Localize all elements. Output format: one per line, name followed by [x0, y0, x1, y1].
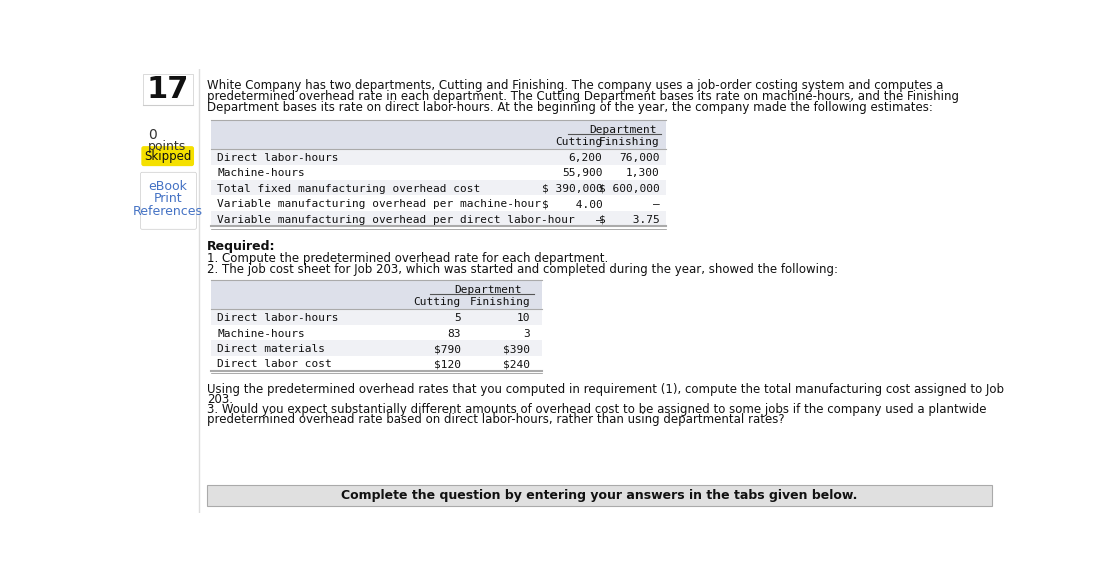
Text: White Company has two departments, Cutting and Finishing. The company uses a job: White Company has two departments, Cutti… — [207, 79, 944, 92]
Text: $240: $240 — [504, 359, 530, 369]
FancyBboxPatch shape — [211, 195, 666, 211]
Text: $ 600,000: $ 600,000 — [599, 184, 659, 194]
FancyBboxPatch shape — [211, 340, 542, 355]
Text: 3: 3 — [524, 329, 530, 339]
FancyBboxPatch shape — [211, 149, 666, 165]
Text: 10: 10 — [517, 313, 530, 323]
Text: $ 390,000: $ 390,000 — [542, 184, 603, 194]
Text: 0: 0 — [148, 128, 157, 142]
Text: 5: 5 — [454, 313, 460, 323]
FancyBboxPatch shape — [211, 309, 542, 325]
Text: Cutting: Cutting — [555, 137, 603, 147]
FancyBboxPatch shape — [211, 355, 542, 371]
Text: $    4.00: $ 4.00 — [542, 199, 603, 209]
Text: 2. The job cost sheet for Job 203, which was started and completed during the ye: 2. The job cost sheet for Job 203, which… — [207, 263, 838, 276]
Text: Required:: Required: — [207, 240, 276, 253]
Text: References: References — [132, 204, 202, 218]
Text: 1,300: 1,300 — [626, 168, 659, 179]
Text: 3. Would you expect substantially different amounts of overhead cost to be assig: 3. Would you expect substantially differ… — [207, 403, 986, 416]
FancyBboxPatch shape — [141, 146, 193, 166]
Text: Direct labor-hours: Direct labor-hours — [217, 153, 339, 163]
Text: points: points — [148, 140, 187, 153]
Text: 83: 83 — [447, 329, 460, 339]
Text: Direct materials: Direct materials — [217, 344, 326, 354]
Text: Machine-hours: Machine-hours — [217, 329, 305, 339]
Text: –: – — [653, 199, 659, 209]
Text: Finishing: Finishing — [469, 297, 530, 307]
Text: Finishing: Finishing — [599, 137, 659, 147]
Text: 55,900: 55,900 — [562, 168, 603, 179]
Text: 17: 17 — [147, 75, 189, 104]
Text: Direct labor cost: Direct labor cost — [217, 359, 332, 369]
Text: Complete the question by entering your answers in the tabs given below.: Complete the question by entering your a… — [341, 489, 857, 502]
FancyBboxPatch shape — [211, 165, 666, 180]
Text: predetermined overhead rate based on direct labor-hours, rather than using depar: predetermined overhead rate based on dir… — [207, 414, 785, 426]
Text: $390: $390 — [504, 344, 530, 354]
FancyBboxPatch shape — [207, 485, 992, 506]
Text: $120: $120 — [434, 359, 460, 369]
Text: Machine-hours: Machine-hours — [217, 168, 305, 179]
FancyBboxPatch shape — [140, 172, 197, 229]
FancyBboxPatch shape — [211, 280, 542, 309]
Text: Direct labor-hours: Direct labor-hours — [217, 313, 339, 323]
Text: 6,200: 6,200 — [568, 153, 603, 163]
Text: 1. Compute the predetermined overhead rate for each department.: 1. Compute the predetermined overhead ra… — [207, 252, 608, 266]
Text: eBook: eBook — [148, 180, 187, 193]
Text: Variable manufacturing overhead per machine-hour: Variable manufacturing overhead per mach… — [217, 199, 542, 209]
FancyBboxPatch shape — [211, 180, 666, 195]
Text: Variable manufacturing overhead per direct labor-hour: Variable manufacturing overhead per dire… — [217, 215, 575, 225]
FancyBboxPatch shape — [211, 211, 666, 226]
Text: Print: Print — [153, 192, 182, 205]
Text: predetermined overhead rate in each department. The Cutting Department bases its: predetermined overhead rate in each depa… — [207, 90, 960, 103]
Text: Total fixed manufacturing overhead cost: Total fixed manufacturing overhead cost — [217, 184, 480, 194]
Text: –: – — [596, 215, 603, 225]
Text: Department: Department — [454, 285, 522, 295]
Text: Department: Department — [589, 124, 657, 135]
Text: $    3.75: $ 3.75 — [599, 215, 659, 225]
Text: Using the predetermined overhead rates that you computed in requirement (1), com: Using the predetermined overhead rates t… — [207, 383, 1004, 396]
Text: Department bases its rate on direct labor-hours. At the beginning of the year, t: Department bases its rate on direct labo… — [207, 101, 933, 113]
Text: $790: $790 — [434, 344, 460, 354]
Text: 203.: 203. — [207, 393, 234, 406]
Text: 76,000: 76,000 — [619, 153, 659, 163]
FancyBboxPatch shape — [211, 120, 666, 149]
FancyBboxPatch shape — [142, 74, 193, 104]
Text: Skipped: Skipped — [143, 150, 191, 162]
Text: Cutting: Cutting — [414, 297, 460, 307]
FancyBboxPatch shape — [211, 325, 542, 340]
